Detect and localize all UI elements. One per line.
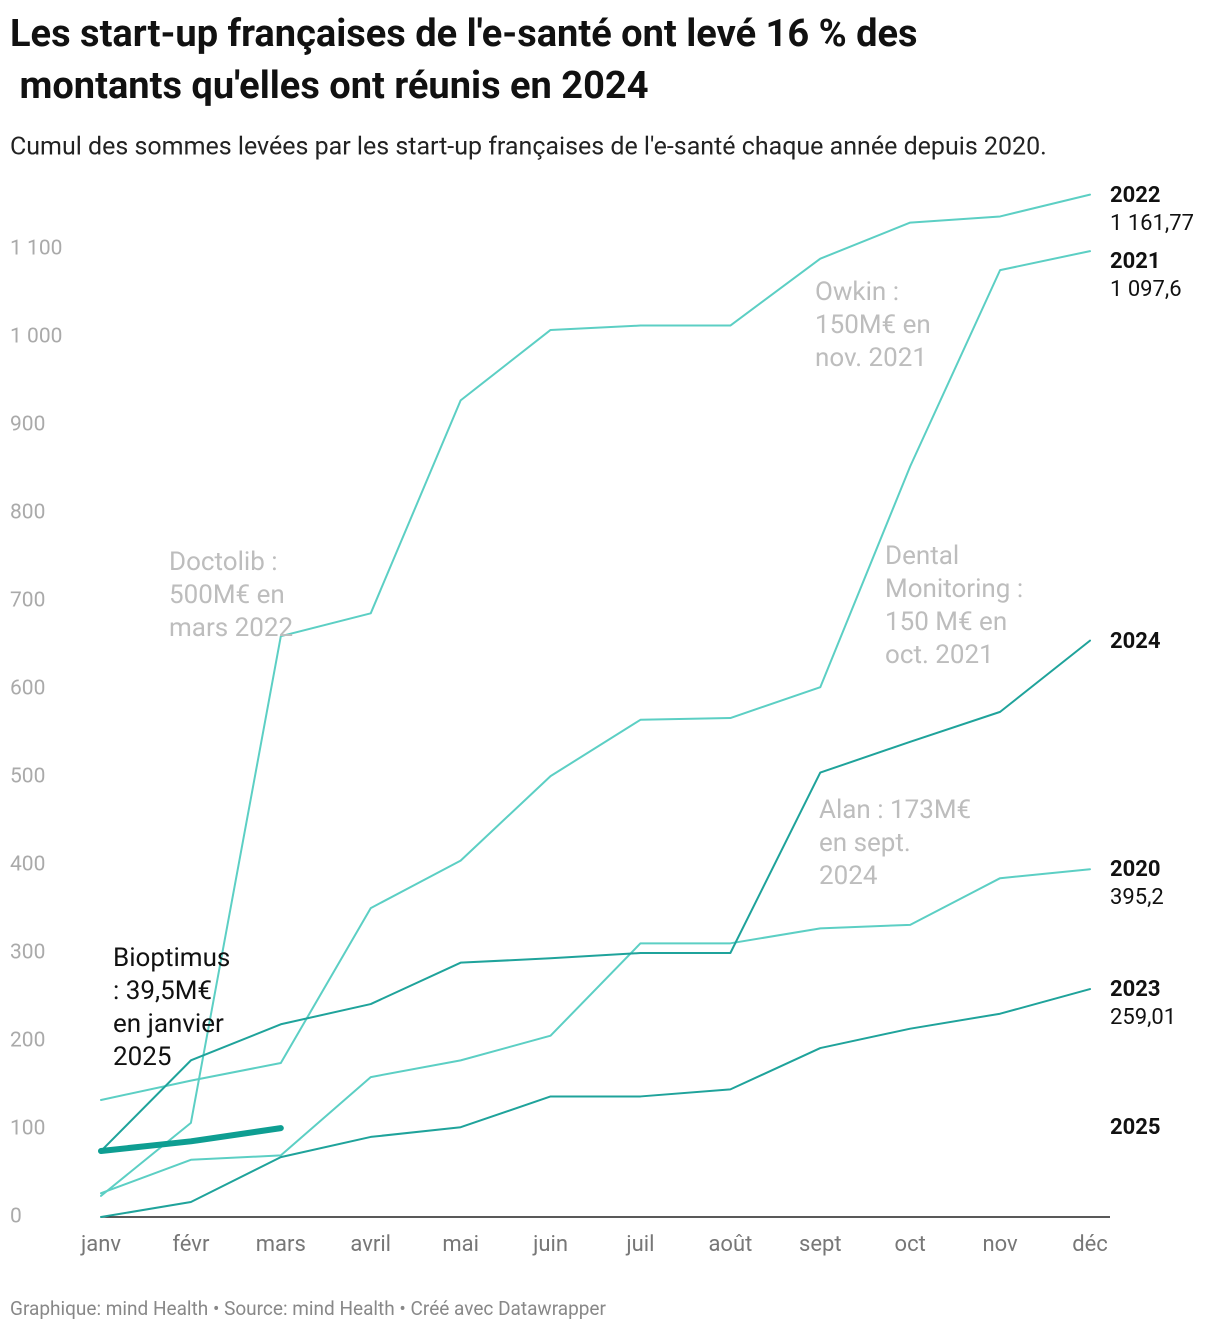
x-tick-label: nov	[982, 1232, 1018, 1257]
series-line	[100, 988, 1091, 1218]
series-line	[100, 250, 1091, 1101]
value-label: 395,2	[1110, 885, 1164, 910]
y-tick-label: 300	[10, 941, 45, 965]
x-tick-label: mars	[256, 1232, 306, 1257]
series-line	[100, 639, 1091, 1152]
y-tick-label: 600	[10, 677, 45, 701]
y-tick-label: 1 100	[10, 237, 62, 261]
series-label: 2024	[1110, 629, 1161, 654]
series-line	[100, 193, 1091, 1197]
y-tick-label: 700	[10, 589, 45, 613]
y-tick-label: 100	[10, 1117, 45, 1141]
annotation: Owkin : 150M€ en nov. 2021	[815, 277, 931, 373]
x-tick-label: mai	[442, 1232, 479, 1257]
series-label: 2022	[1110, 183, 1161, 208]
x-tick-label: juil	[625, 1232, 654, 1257]
annotation: Dental Monitoring : 150 M€ en oct. 2021	[885, 541, 1024, 670]
x-tick-label: juin	[532, 1232, 568, 1257]
series-line	[98, 1125, 284, 1154]
chart-subtitle: Cumul des sommes levées par les start-up…	[10, 133, 1047, 162]
series-line	[100, 868, 1091, 1195]
x-tick-label: sept	[799, 1232, 842, 1257]
y-tick-label: 400	[10, 853, 45, 877]
x-tick-label: oct	[895, 1232, 926, 1257]
series-label: 2020	[1110, 857, 1161, 882]
series-label: 2025	[1110, 1115, 1161, 1140]
x-tick-label: janv	[80, 1232, 121, 1257]
series-label: 2023	[1110, 977, 1161, 1002]
annotation: Alan : 173M€ en sept. 2024	[819, 795, 972, 891]
annotation: Doctolib : 500M€ en mars 2022	[169, 547, 294, 643]
annotation: Bioptimus : 39,5M€ en janvier 2025	[113, 943, 231, 1072]
x-tick-label: déc	[1072, 1232, 1108, 1257]
y-tick-label: 200	[10, 1029, 45, 1053]
footer: Graphique: mind Health • Source: mind He…	[10, 1297, 607, 1320]
y-tick-label: 0	[10, 1205, 22, 1229]
value-label: 1 161,77	[1110, 211, 1194, 236]
value-label: 259,01	[1110, 1005, 1176, 1030]
x-tick-label: avril	[350, 1232, 391, 1257]
x-tick-label: août	[708, 1232, 752, 1257]
y-tick-label: 1 000	[10, 325, 62, 349]
series-label: 2021	[1110, 249, 1161, 274]
y-tick-label: 500	[10, 765, 45, 789]
value-label: 1 097,6	[1110, 277, 1182, 302]
y-tick-label: 800	[10, 501, 45, 525]
chart-title: Les start-up françaises de l'e-santé ont…	[10, 12, 918, 108]
y-tick-label: 900	[10, 413, 45, 437]
x-tick-label: févr	[172, 1232, 210, 1257]
